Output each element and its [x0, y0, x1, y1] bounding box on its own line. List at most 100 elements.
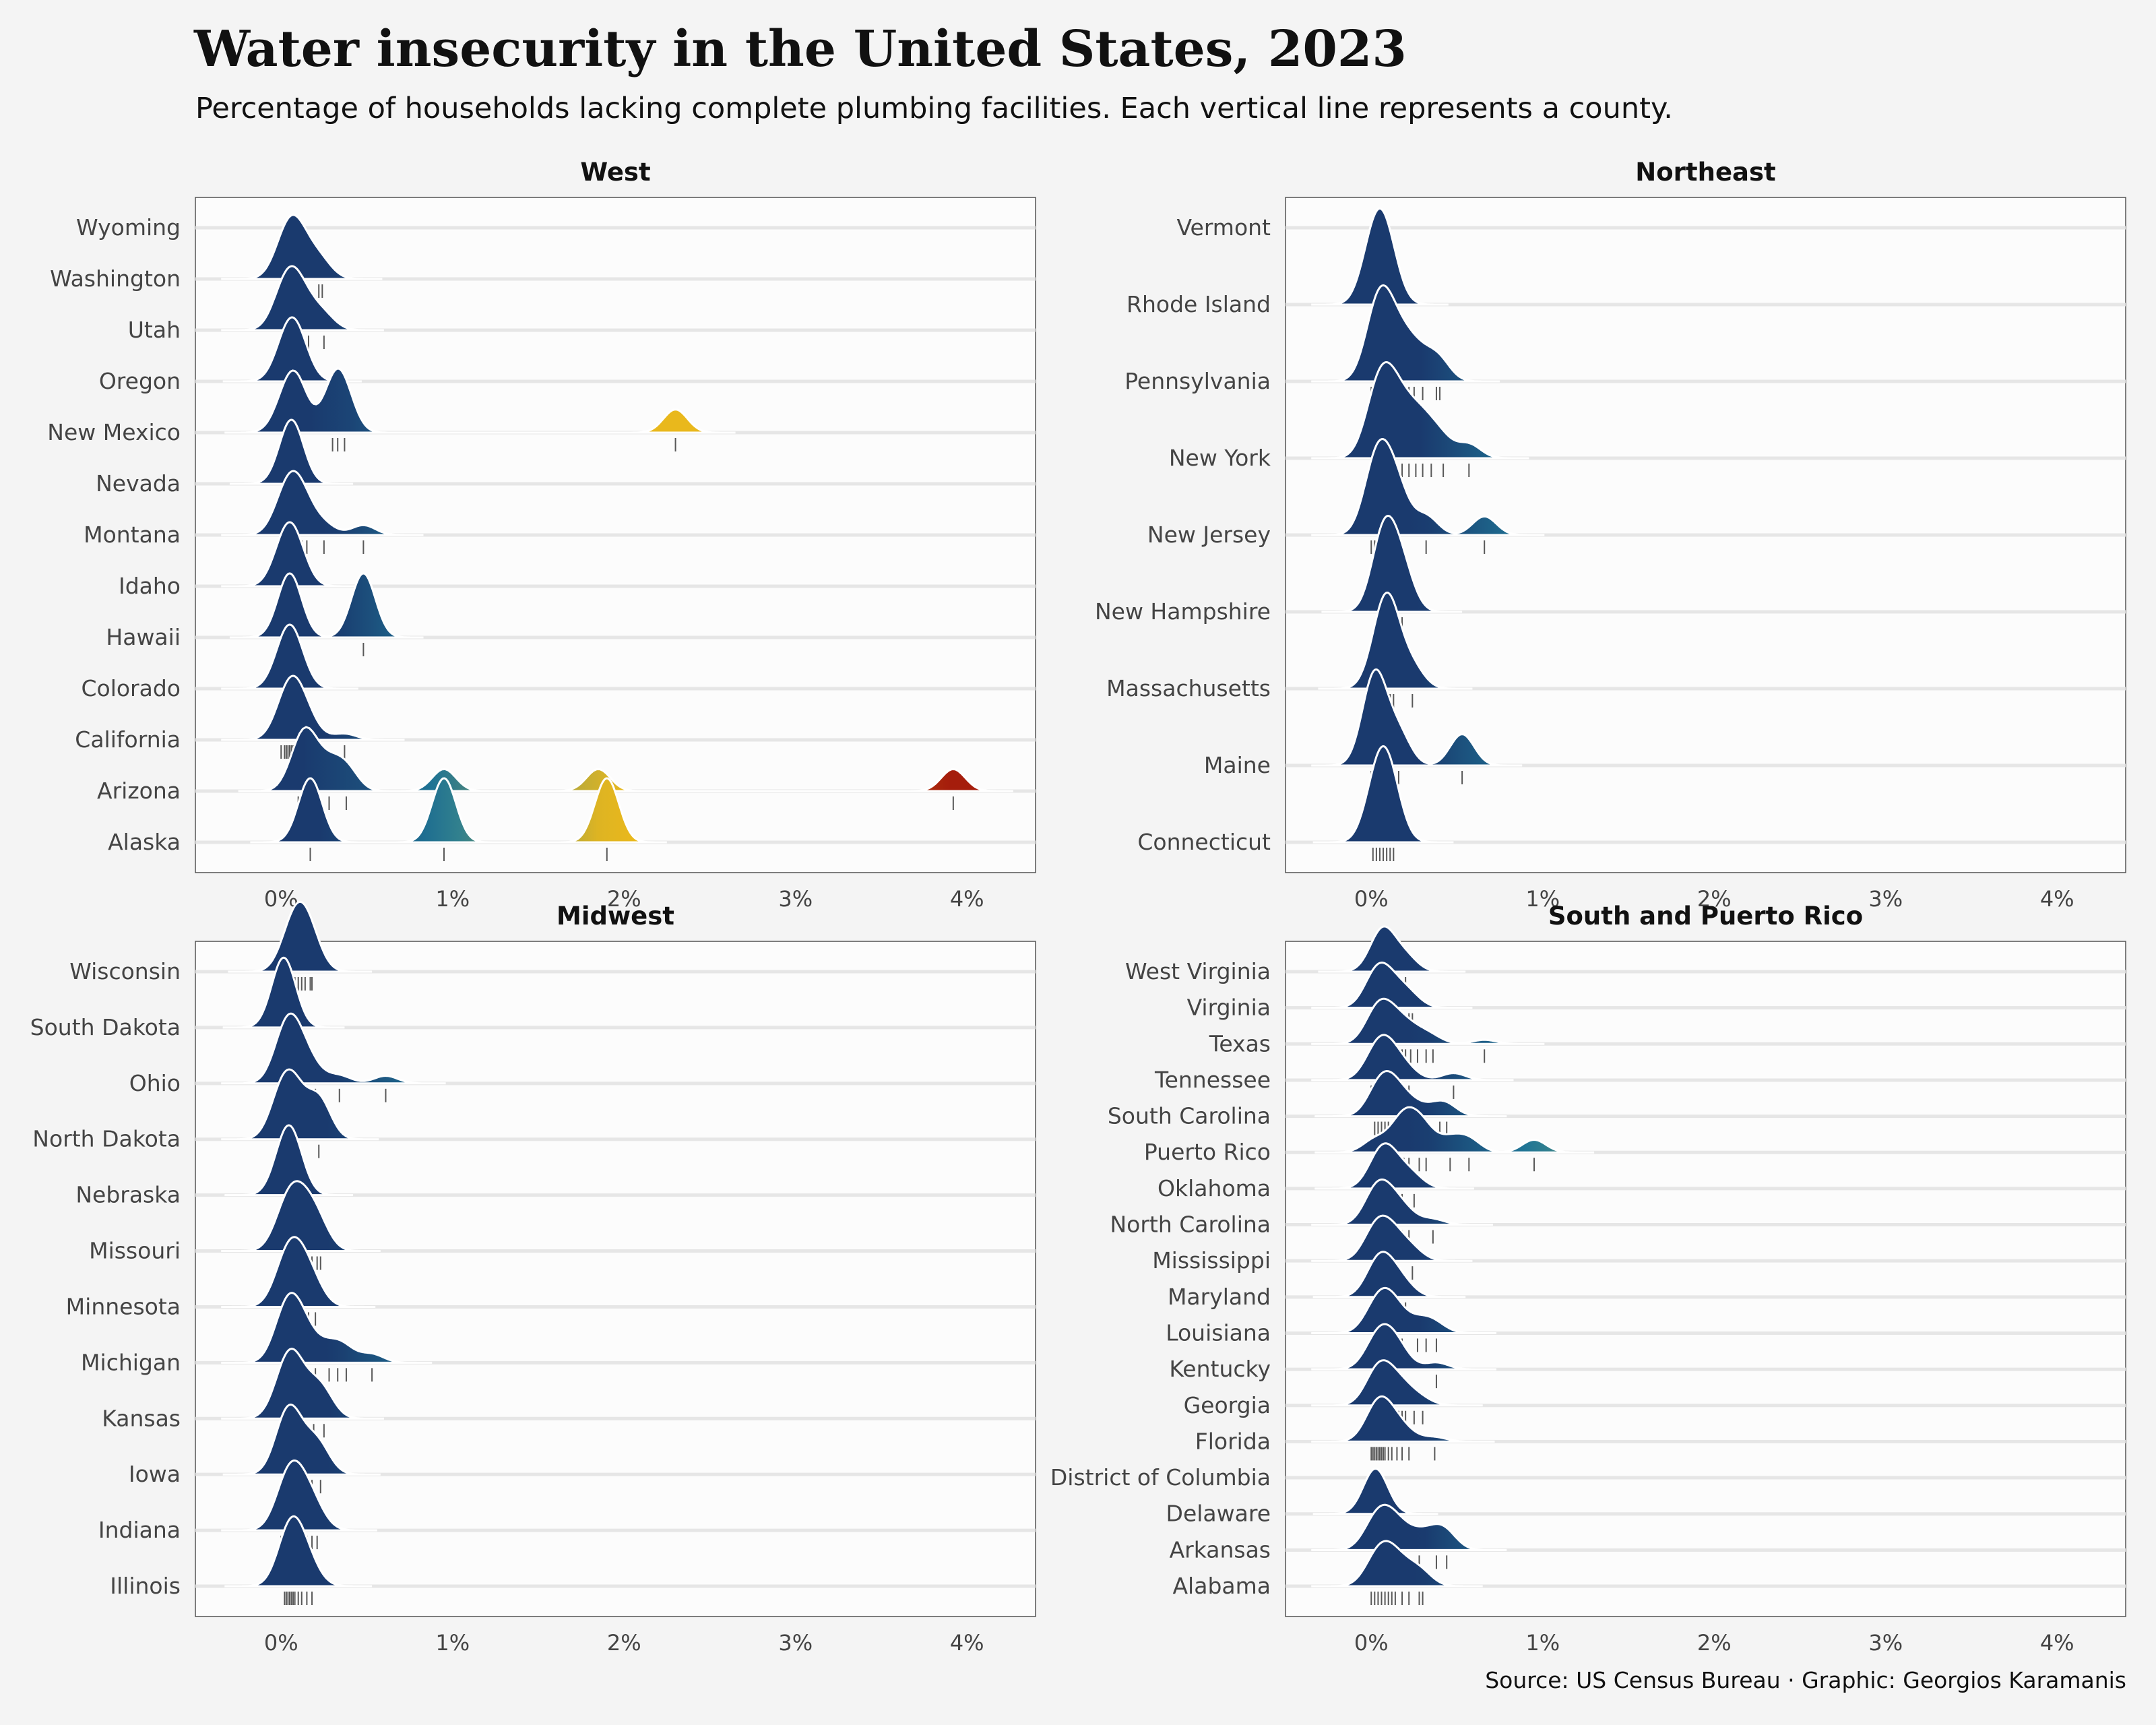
density-ridge [221, 1348, 384, 1420]
state-label: Rhode Island [1127, 291, 1271, 317]
x-tick-label: 3% [1868, 1630, 1903, 1656]
ridge-south-dakota: South Dakota [30, 956, 1036, 1046]
state-label: Delaware [1166, 1501, 1271, 1527]
state-label: Kentucky [1169, 1356, 1271, 1382]
x-tick-label: 2% [607, 1630, 641, 1656]
panel-midwest: Midwest Wisconsin South Dakota Ohio North Da… [30, 900, 1036, 1656]
state-label: California [75, 726, 181, 753]
density-ridge [221, 1068, 379, 1141]
state-label: Florida [1195, 1428, 1271, 1454]
density-ridge [229, 572, 424, 639]
state-label: Missouri [89, 1238, 181, 1264]
state-label: Illinois [110, 1573, 181, 1599]
density-ridge [1311, 1034, 1514, 1081]
density-ridge [1314, 1142, 1474, 1190]
state-label: Oregon [99, 368, 181, 394]
state-label: West Virginia [1125, 958, 1271, 984]
x-tick-label: 1% [435, 1630, 470, 1656]
state-label: Virginia [1187, 995, 1271, 1021]
ridge-new-mexico: New Mexico [47, 367, 1036, 451]
state-label: Wisconsin [69, 958, 181, 984]
source-caption: Source: US Census Bureau · Graphic: Geor… [1485, 1667, 2126, 1693]
density-ridge [1311, 1359, 1483, 1407]
x-tick-label: 4% [2040, 1630, 2074, 1656]
ridge-massachusetts: Massachusetts [1106, 592, 2126, 708]
density-ridge [221, 1180, 381, 1252]
state-label: Nevada [96, 470, 181, 497]
state-label: New Jersey [1147, 522, 1271, 548]
state-label: New York [1169, 445, 1271, 471]
chart-subtitle: Percentage of households lacking complet… [195, 92, 1673, 125]
ridge-new-jersey: New Jersey [1147, 437, 2126, 554]
ridge-rhode-island: Rhode Island [1127, 207, 2126, 323]
density-ridge [221, 265, 384, 332]
x-tick-label: 3% [778, 886, 813, 912]
density-ridge [1311, 962, 1473, 1009]
density-ridge [1311, 1179, 1493, 1226]
ridge-iowa: Iowa [129, 1403, 1036, 1494]
density-ridge [1311, 1323, 1496, 1371]
state-label: Massachusetts [1106, 675, 1271, 701]
x-tick-label: 3% [1868, 886, 1903, 912]
ridge-delaware: Delaware [1166, 1468, 2126, 1533]
density-ridge [1311, 284, 1500, 383]
panel-south-and-puerto-rico: South and Puerto Rico West Virginia Virgin… [1050, 902, 2126, 1656]
density-ridge [250, 777, 667, 844]
ridge-pennsylvania: Pennsylvania [1124, 284, 2126, 400]
state-label: Washington [50, 265, 181, 292]
state-label: Texas [1209, 1030, 1271, 1057]
state-label: North Carolina [1110, 1212, 1271, 1238]
state-label: Minnesota [66, 1293, 181, 1319]
ridge-illinois: Illinois [110, 1515, 1036, 1605]
density-ridge [1311, 360, 1529, 460]
state-label: North Dakota [32, 1126, 181, 1152]
x-tick-label: 0% [1354, 1630, 1389, 1656]
density-ridge [1314, 1106, 1595, 1154]
state-label: Mississippi [1152, 1247, 1271, 1274]
density-ridge [224, 1124, 354, 1197]
density-ridge [1311, 1540, 1483, 1588]
state-label: Iowa [129, 1461, 181, 1487]
density-ridge [221, 1012, 446, 1085]
panel-title: Midwest [557, 902, 674, 931]
density-ridge [221, 521, 358, 588]
x-tick-label: 2% [607, 886, 641, 912]
density-ridge [221, 214, 383, 280]
state-label: Idaho [119, 573, 181, 599]
density-ridge [224, 367, 736, 434]
state-label: Georgia [1184, 1392, 1271, 1418]
ridge-maine: Maine [1204, 668, 2126, 784]
ridge-indiana: Indiana [98, 1460, 1036, 1550]
x-tick-label: 0% [264, 1630, 298, 1656]
ridge-north-carolina: North Carolina [1110, 1179, 2126, 1244]
state-label: Wyoming [76, 214, 181, 241]
state-label: Michigan [81, 1349, 181, 1375]
x-tick-label: 1% [1525, 1630, 1560, 1656]
density-ridge [1311, 207, 1449, 306]
state-label: District of Columbia [1050, 1464, 1271, 1491]
state-label: Puerto Rico [1144, 1139, 1271, 1165]
density-ridge [222, 956, 345, 1029]
panel-title: West [580, 158, 650, 187]
x-tick-label: 2% [1697, 886, 1732, 912]
ridge-west-virginia: West Virginia [1125, 925, 2126, 991]
x-tick-label: 1% [435, 886, 470, 912]
density-ridge [1311, 668, 1523, 767]
state-label: Alabama [1172, 1573, 1271, 1599]
state-label: New Hampshire [1095, 598, 1271, 625]
ridge-kentucky: Kentucky [1169, 1323, 2126, 1389]
density-ridge [1311, 437, 1545, 536]
density-ridge [224, 1515, 373, 1588]
chart-title: Water insecurity in the United States, 2… [194, 20, 1407, 78]
ridge-wisconsin: Wisconsin [69, 900, 1036, 991]
state-label: Oklahoma [1158, 1175, 1271, 1201]
state-label: Maine [1204, 752, 1271, 778]
ridge-connecticut: Connecticut [1137, 745, 2126, 861]
ridge-alabama: Alabama [1172, 1540, 2126, 1605]
state-label: Arizona [97, 778, 181, 804]
state-label: Arkansas [1170, 1536, 1271, 1563]
state-label: Montana [84, 522, 181, 548]
x-tick-label: 4% [950, 886, 984, 912]
